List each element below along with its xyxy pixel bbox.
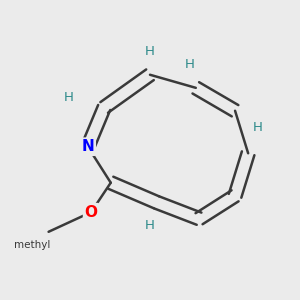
Text: H: H <box>145 45 155 58</box>
Text: H: H <box>184 58 194 71</box>
Text: methyl: methyl <box>14 240 50 250</box>
Text: H: H <box>253 121 263 134</box>
Text: O: O <box>85 205 98 220</box>
Text: N: N <box>82 139 94 154</box>
Text: H: H <box>145 219 155 232</box>
Text: H: H <box>63 91 73 104</box>
